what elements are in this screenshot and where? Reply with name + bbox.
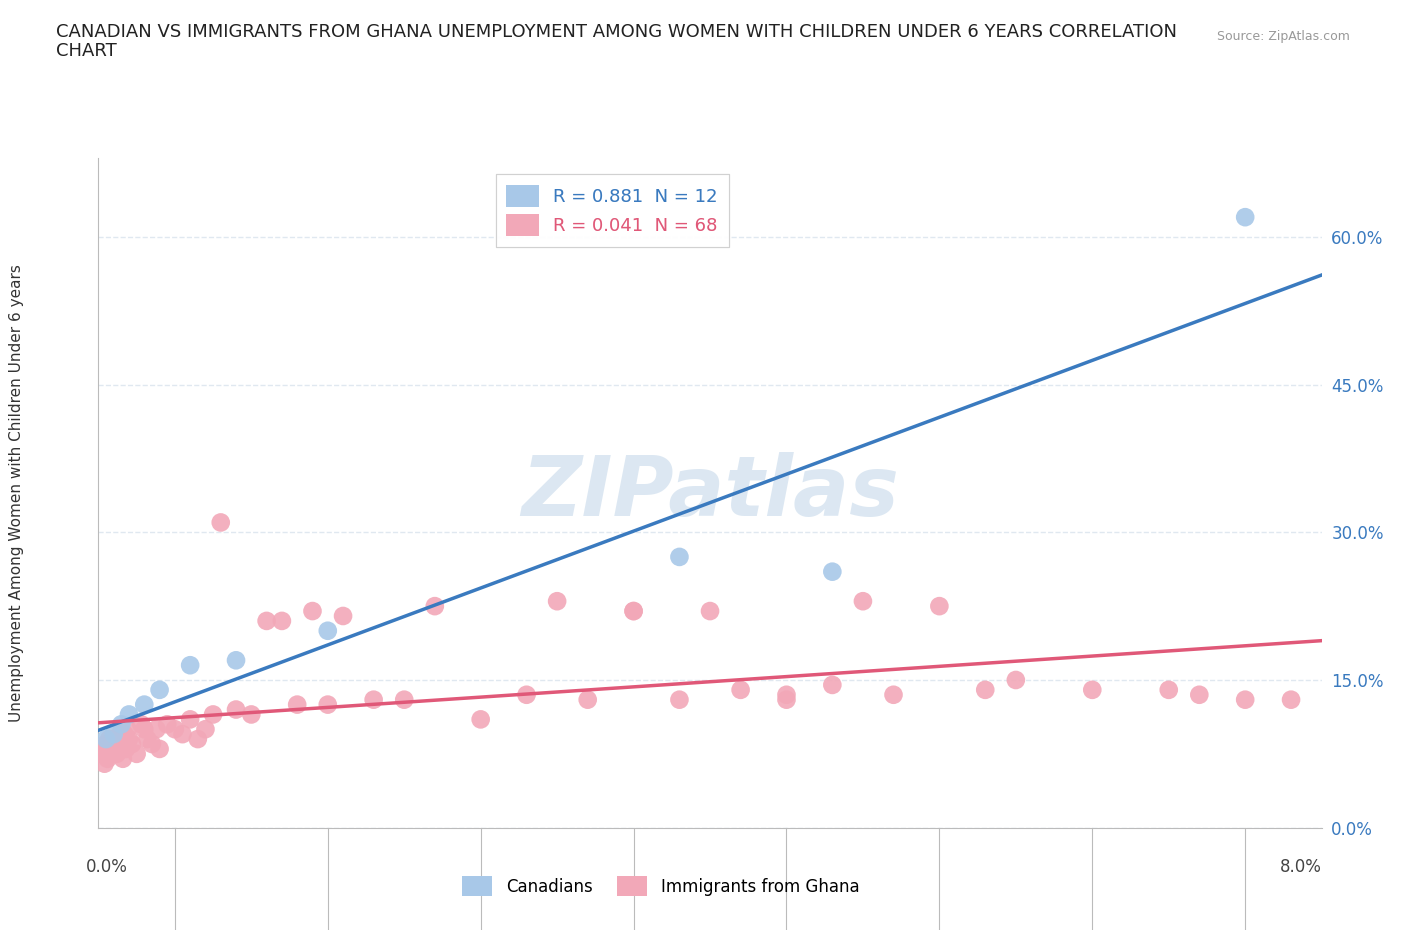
Point	[112, 726, 135, 741]
Point	[110, 717, 132, 732]
Text: 8.0%: 8.0%	[1279, 857, 1322, 876]
Point	[134, 722, 156, 737]
Point	[93, 756, 115, 771]
Point	[90, 747, 112, 762]
Point	[546, 593, 568, 608]
Point	[852, 593, 875, 608]
Point	[256, 614, 278, 629]
Point	[125, 747, 148, 762]
Point	[209, 515, 232, 530]
Point	[149, 741, 172, 756]
Point	[94, 737, 117, 751]
Legend: R = 0.881  N = 12, R = 0.041  N = 68: R = 0.881 N = 12, R = 0.041 N = 68	[496, 174, 728, 246]
Point	[1279, 692, 1302, 707]
Point	[1234, 210, 1257, 225]
Point	[107, 737, 129, 751]
Text: CHART: CHART	[56, 42, 117, 60]
Point	[363, 692, 385, 707]
Text: Source: ZipAtlas.com: Source: ZipAtlas.com	[1216, 30, 1350, 43]
Legend: Canadians, Immigrants from Ghana: Canadians, Immigrants from Ghana	[456, 870, 866, 903]
Point	[149, 683, 172, 698]
Point	[163, 722, 186, 737]
Point	[179, 712, 201, 727]
Point	[775, 692, 797, 707]
Point	[91, 741, 114, 756]
Text: CANADIAN VS IMMIGRANTS FROM GHANA UNEMPLOYMENT AMONG WOMEN WITH CHILDREN UNDER 6: CANADIAN VS IMMIGRANTS FROM GHANA UNEMPL…	[56, 23, 1177, 41]
Point	[97, 751, 120, 766]
Point	[668, 550, 690, 565]
Text: Unemployment Among Women with Children Under 6 years: Unemployment Among Women with Children U…	[10, 264, 24, 722]
Point	[883, 687, 905, 702]
Point	[821, 677, 844, 692]
Point	[285, 698, 308, 712]
Point	[730, 683, 752, 698]
Text: 0.0%: 0.0%	[86, 857, 128, 876]
Point	[103, 726, 125, 741]
Point	[974, 683, 997, 698]
Text: ZIPatlas: ZIPatlas	[522, 452, 898, 534]
Point	[821, 565, 844, 579]
Point	[225, 653, 247, 668]
Point	[668, 692, 690, 707]
Point	[111, 751, 134, 766]
Point	[1081, 683, 1104, 698]
Point	[270, 614, 294, 629]
Point	[775, 687, 797, 702]
Point	[623, 604, 645, 618]
Point	[1004, 672, 1026, 687]
Point	[145, 722, 167, 737]
Point	[187, 732, 209, 747]
Point	[118, 707, 141, 722]
Point	[576, 692, 599, 707]
Point	[129, 717, 152, 732]
Point	[121, 737, 143, 751]
Point	[928, 599, 950, 614]
Point	[108, 726, 131, 741]
Point	[179, 658, 201, 672]
Point	[94, 732, 117, 747]
Point	[141, 737, 163, 751]
Point	[392, 692, 416, 707]
Point	[316, 623, 339, 638]
Point	[1157, 683, 1180, 698]
Point	[699, 604, 721, 618]
Point	[105, 747, 128, 762]
Point	[1188, 687, 1211, 702]
Point	[115, 741, 138, 756]
Point	[316, 698, 339, 712]
Point	[103, 732, 125, 747]
Point	[623, 604, 645, 618]
Point	[136, 732, 159, 747]
Point	[194, 722, 217, 737]
Point	[101, 747, 124, 762]
Point	[515, 687, 537, 702]
Point	[1234, 692, 1257, 707]
Point	[100, 737, 122, 751]
Point	[117, 722, 139, 737]
Point	[225, 702, 247, 717]
Point	[470, 712, 492, 727]
Point	[98, 732, 121, 747]
Point	[240, 707, 263, 722]
Point	[104, 741, 127, 756]
Point	[156, 717, 179, 732]
Point	[110, 741, 132, 756]
Point	[202, 707, 225, 722]
Point	[301, 604, 323, 618]
Point	[172, 726, 194, 741]
Point	[332, 608, 354, 623]
Point	[118, 732, 141, 747]
Point	[134, 698, 156, 712]
Point	[423, 599, 446, 614]
